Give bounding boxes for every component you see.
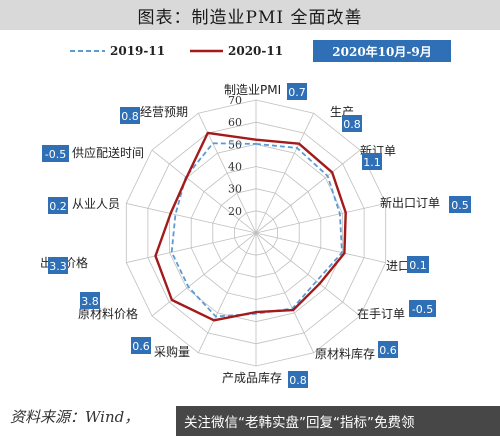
category-label: 原材料库存 bbox=[315, 346, 375, 361]
change-badge-value: 3.8 bbox=[81, 295, 99, 308]
change-badge bbox=[287, 83, 307, 100]
legend-swatches bbox=[70, 49, 223, 53]
grid-spoke bbox=[255, 203, 386, 234]
grid-spoke bbox=[197, 232, 257, 353]
grid-spoke bbox=[255, 232, 361, 317]
change-badge-value: 0.5 bbox=[451, 199, 469, 212]
category-label: 经营预期 bbox=[140, 105, 188, 119]
change-badge bbox=[407, 256, 429, 273]
category-label: 进口 bbox=[386, 259, 410, 273]
change-badge-value: 1.1 bbox=[363, 156, 381, 169]
change-badge-value: 0.6 bbox=[379, 344, 397, 357]
source-note: 资料来源：Wind， bbox=[10, 408, 140, 426]
title-bar: 图表：制造业PMI 全面改善 bbox=[0, 0, 500, 30]
series-line-2020-11 bbox=[154, 131, 347, 322]
category-label: 供应配送时间 bbox=[72, 145, 144, 160]
category-label: 从业人员 bbox=[72, 197, 120, 211]
category-label: 产成品库存 bbox=[222, 370, 282, 385]
grid-spoke bbox=[151, 232, 257, 317]
change-badge-value: 0.8 bbox=[289, 374, 307, 387]
r-tick-label: 60 bbox=[228, 116, 242, 129]
category-label: 采购量 bbox=[154, 344, 190, 359]
change-badge-value: 0.7 bbox=[288, 86, 306, 99]
change-badge bbox=[378, 341, 398, 358]
category-label: 原材料价格 bbox=[78, 306, 138, 321]
grid-spoke bbox=[255, 232, 386, 263]
change-badge-value: 0.2 bbox=[49, 200, 67, 213]
change-badge bbox=[342, 115, 362, 132]
change-badge bbox=[362, 153, 382, 170]
category-label: 新出口订单 bbox=[380, 195, 440, 210]
change-badge bbox=[48, 257, 68, 274]
grid-spoke bbox=[126, 203, 257, 234]
change-badge bbox=[80, 292, 100, 309]
grid-spoke bbox=[151, 149, 257, 234]
category-label: 在手订单 bbox=[357, 307, 405, 321]
legend: 2019-11 2020-11 bbox=[0, 36, 500, 66]
page-title: 图表：制造业PMI 全面改善 bbox=[137, 7, 363, 28]
grid-spoke bbox=[255, 149, 361, 234]
r-tick-label: 30 bbox=[228, 183, 242, 196]
legend-label-2019: 2019-11 bbox=[110, 44, 166, 58]
change-badge-value: 0.8 bbox=[343, 118, 361, 131]
change-badge-value: 0.6 bbox=[132, 340, 150, 353]
r-tick-label: 50 bbox=[228, 138, 242, 151]
change-badge bbox=[131, 337, 151, 354]
grid-spoke bbox=[126, 232, 257, 263]
r-tick-label: 70 bbox=[228, 94, 242, 107]
grid-spoke bbox=[255, 232, 315, 353]
change-badge-value: 3.3 bbox=[49, 260, 67, 273]
period-badge: 2020年10月-9月 bbox=[313, 40, 451, 62]
change-badge-value: -0.5 bbox=[45, 148, 66, 161]
r-tick-label: 40 bbox=[228, 161, 242, 174]
grid-spoke bbox=[255, 113, 315, 234]
change-badge bbox=[42, 145, 69, 162]
change-badge bbox=[409, 300, 436, 317]
category-label: 制造业PMI bbox=[224, 83, 281, 97]
series-line-2019-11 bbox=[170, 142, 343, 318]
change-badge-value: 0.8 bbox=[121, 110, 139, 123]
change-badge bbox=[48, 197, 68, 214]
change-badge bbox=[288, 371, 308, 388]
legend-label-2020: 2020-11 bbox=[228, 44, 284, 58]
change-badge bbox=[120, 107, 140, 124]
r-tick-label: 20 bbox=[228, 205, 242, 218]
change-badge-value: 0.1 bbox=[409, 259, 427, 272]
change-badge-value: -0.5 bbox=[412, 303, 433, 316]
promo-overlay: 关注微信“老韩实盘”回复“指标”免费领 bbox=[176, 406, 500, 436]
change-badge bbox=[449, 196, 471, 213]
